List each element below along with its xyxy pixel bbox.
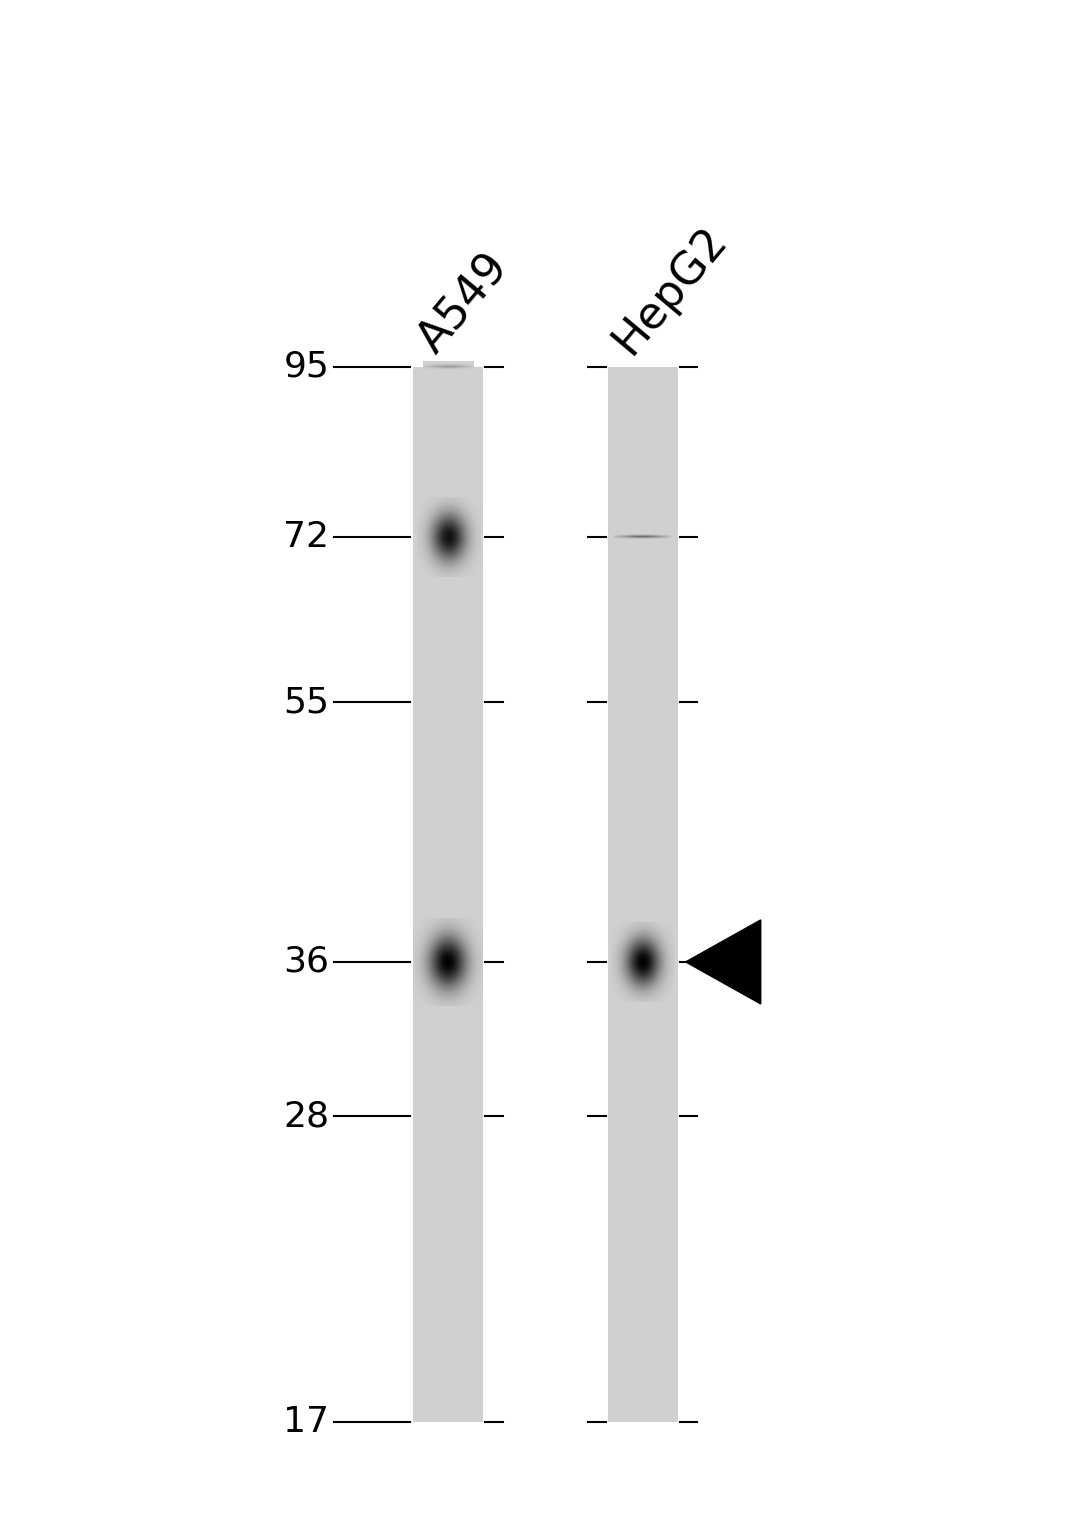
- Text: 28: 28: [283, 1099, 329, 1133]
- Text: 17: 17: [283, 1405, 329, 1439]
- Bar: [607, 367, 678, 1422]
- Text: HepG2: HepG2: [605, 217, 735, 362]
- Text: 55: 55: [283, 685, 329, 719]
- Text: 36: 36: [283, 945, 329, 979]
- Text: 95: 95: [284, 350, 329, 384]
- Bar: [413, 367, 483, 1422]
- Text: A549: A549: [410, 246, 517, 362]
- Text: 72: 72: [283, 520, 329, 553]
- Polygon shape: [686, 920, 760, 1005]
